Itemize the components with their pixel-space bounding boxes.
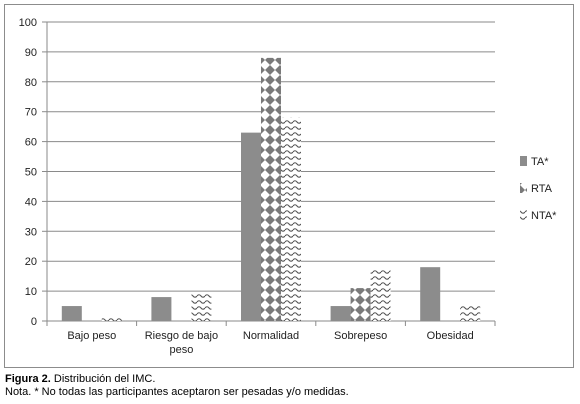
- x-category-label: Sobrepeso: [334, 330, 387, 342]
- bar-ta: [151, 297, 172, 321]
- y-tick-label: 50: [25, 167, 37, 179]
- axis-labels: 0 10 20 30 40 50 60 70 80 90 100 Bajo peso Riesgo de…: [19, 17, 474, 356]
- y-tick-label: 20: [25, 256, 37, 268]
- y-tick-label: 60: [25, 137, 37, 149]
- x-category-label: Normalidad: [243, 330, 299, 342]
- bar-nta: [370, 270, 391, 321]
- legend-label: TA*: [531, 156, 549, 168]
- figure-title: Distribución del IMC.: [53, 373, 156, 385]
- x-category-label: peso: [169, 344, 193, 356]
- caption-title-line: Figura 2. Distribución del IMC.: [5, 373, 349, 386]
- bar-rta: [350, 288, 371, 321]
- bar-nta: [191, 294, 212, 321]
- y-tick-label: 90: [25, 47, 37, 59]
- bar-ta: [420, 267, 441, 321]
- legend-swatch: [520, 210, 527, 220]
- bar-nta: [460, 306, 481, 321]
- bar-rta: [261, 57, 281, 321]
- figure-caption: Figura 2. Distribución del IMC. Nota. * …: [5, 373, 349, 399]
- legend-label: NTA*: [531, 210, 557, 222]
- legend-swatch: [520, 183, 527, 193]
- y-tick-label: 40: [25, 196, 37, 208]
- y-tick-label: 80: [25, 77, 37, 89]
- bars: [61, 57, 481, 322]
- bar-ta: [330, 306, 351, 321]
- bar-nta: [281, 117, 301, 322]
- figure-label: Figura 2.: [5, 373, 51, 385]
- y-tick-label: 70: [25, 107, 37, 119]
- x-category-label: Bajo peso: [67, 330, 116, 342]
- y-tick-label: 100: [19, 17, 37, 29]
- legend-swatch: [520, 156, 527, 166]
- bar-nta: [101, 318, 122, 321]
- y-tick-label: 10: [25, 286, 37, 298]
- bar-ta: [61, 306, 82, 321]
- bar-ta: [241, 132, 261, 321]
- x-category-label: Obesidad: [427, 330, 474, 342]
- y-tick-label: 30: [25, 226, 37, 238]
- chart-frame: 0 10 20 30 40 50 60 70 80 90 100 Bajo peso Riesgo de…: [4, 4, 574, 368]
- figure-note: Nota. * No todas las participantes acept…: [5, 386, 349, 398]
- legend-label: RTA: [531, 183, 553, 195]
- bar-chart: 0 10 20 30 40 50 60 70 80 90 100 Bajo peso Riesgo de…: [19, 17, 558, 356]
- legend: TA* RTA NTA*: [520, 156, 557, 222]
- x-category-label: Riesgo de bajo: [145, 330, 218, 342]
- y-tick-label: 0: [31, 316, 37, 328]
